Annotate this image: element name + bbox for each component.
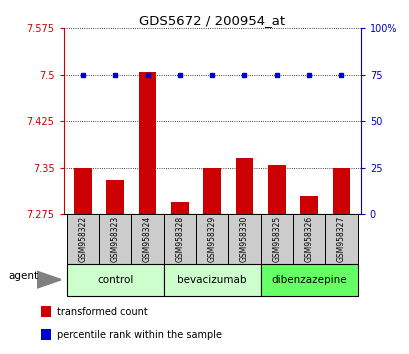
Text: GSM958322: GSM958322 [78, 216, 87, 262]
Text: GSM958330: GSM958330 [239, 216, 248, 262]
Bar [299, 196, 317, 214]
Bar [267, 165, 285, 214]
Bar [163, 264, 260, 296]
Bar [196, 214, 228, 264]
Bar [324, 214, 357, 264]
Bar [67, 214, 99, 264]
Text: GSM958325: GSM958325 [272, 216, 281, 262]
Bar [106, 180, 124, 214]
Bar [260, 214, 292, 264]
Text: agent: agent [8, 271, 38, 281]
Bar [131, 214, 163, 264]
Title: GDS5672 / 200954_at: GDS5672 / 200954_at [139, 14, 285, 27]
Text: GSM958327: GSM958327 [336, 216, 345, 262]
Bar [163, 214, 196, 264]
Bar [235, 159, 253, 214]
Text: percentile rank within the sample: percentile rank within the sample [57, 330, 222, 339]
Bar [138, 72, 156, 214]
Text: GSM958323: GSM958323 [110, 216, 119, 262]
Bar [292, 214, 324, 264]
Text: bevacizumab: bevacizumab [177, 275, 246, 285]
Text: GSM958326: GSM958326 [304, 216, 313, 262]
Bar [171, 202, 188, 214]
Bar [332, 168, 349, 214]
Polygon shape [37, 271, 61, 288]
Text: GSM958329: GSM958329 [207, 216, 216, 262]
Bar [260, 264, 357, 296]
Text: dibenzazepine: dibenzazepine [271, 275, 346, 285]
Text: control: control [97, 275, 133, 285]
Text: GSM958328: GSM958328 [175, 216, 184, 262]
Bar [67, 264, 163, 296]
Text: GSM958324: GSM958324 [143, 216, 152, 262]
Bar [203, 168, 220, 214]
Bar [99, 214, 131, 264]
Bar [74, 168, 92, 214]
Text: transformed count: transformed count [57, 307, 148, 316]
Bar [228, 214, 260, 264]
